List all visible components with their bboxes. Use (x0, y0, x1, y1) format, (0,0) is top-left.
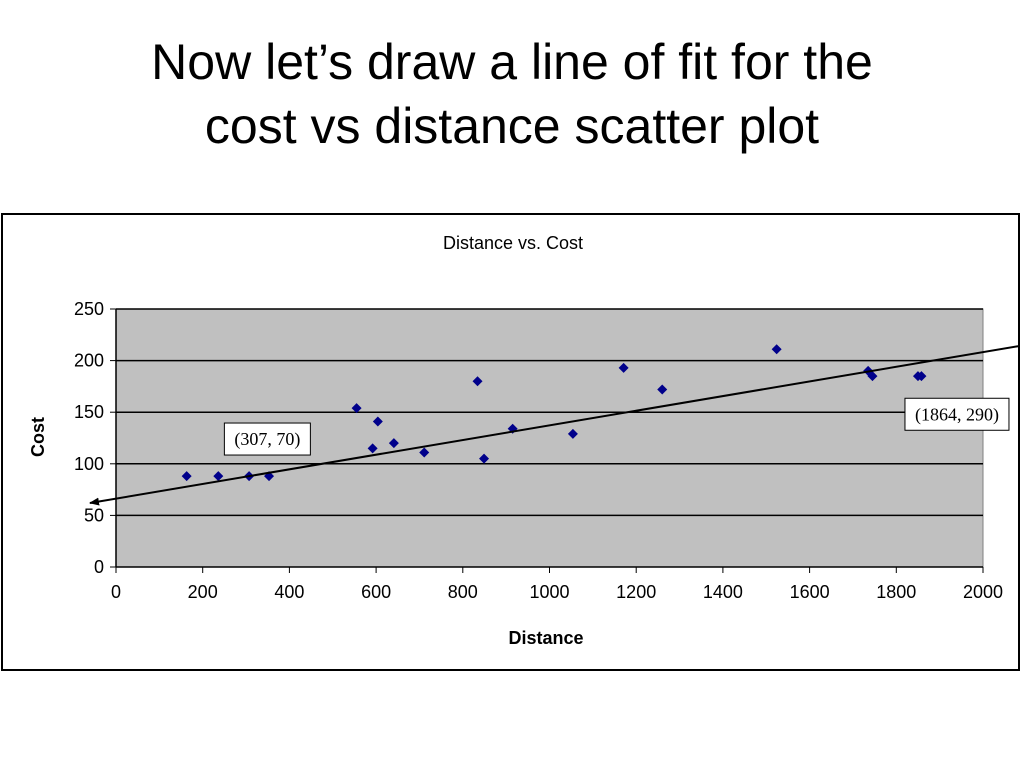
x-tick-label: 1800 (876, 582, 916, 602)
y-tick-label: 50 (84, 505, 104, 525)
annotations: (307, 70) (1864, 290) (223, 397, 1010, 456)
scatter-chart: Distance vs. Cost 0 50 100 150 200 250 0 200 400… (28, 233, 1018, 648)
slide-title-line-1: Now let’s draw a line of fit for the (151, 34, 873, 90)
x-tick-label: 0 (111, 582, 121, 602)
y-tick-label: 200 (74, 351, 104, 371)
annotation-label: (307, 70) (234, 429, 300, 450)
x-tick-label: 400 (274, 582, 304, 602)
x-tick-label: 200 (188, 582, 218, 602)
annotation-box-border (904, 397, 1010, 431)
y-axis-label: Cost (28, 417, 48, 457)
x-tick-label: 2000 (963, 582, 1003, 602)
x-tick-label: 1000 (529, 582, 569, 602)
annotation-box-border (223, 422, 311, 456)
y-tick-label: 0 (94, 557, 104, 577)
x-tick-label: 1400 (703, 582, 743, 602)
annotation-label: (1864, 290) (915, 404, 999, 425)
x-tick-label: 1200 (616, 582, 656, 602)
x-tick-label: 800 (448, 582, 478, 602)
y-tick-label: 100 (74, 454, 104, 474)
y-tick-label: 150 (74, 402, 104, 422)
annotation-box: (307, 70) (223, 422, 311, 456)
slide-title: Now let’s draw a line of fit for the cos… (0, 30, 1024, 158)
x-tick-label: 600 (361, 582, 391, 602)
line-of-fit (89, 341, 1018, 506)
x-tick-label: 1600 (790, 582, 830, 602)
slide-title-line-2: cost vs distance scatter plot (204, 98, 820, 154)
chart-frame: Distance vs. Cost 0 50 100 150 200 250 0 200 400… (1, 213, 1020, 671)
chart-title: Distance vs. Cost (443, 233, 583, 253)
y-tick-label: 250 (74, 299, 104, 319)
annotation-box: (1864, 290) (904, 397, 1010, 431)
x-axis-label: Distance (508, 628, 583, 648)
tick-labels: 0 50 100 150 200 250 0 200 400 600 800 1000 1200 1400… (74, 299, 1003, 602)
